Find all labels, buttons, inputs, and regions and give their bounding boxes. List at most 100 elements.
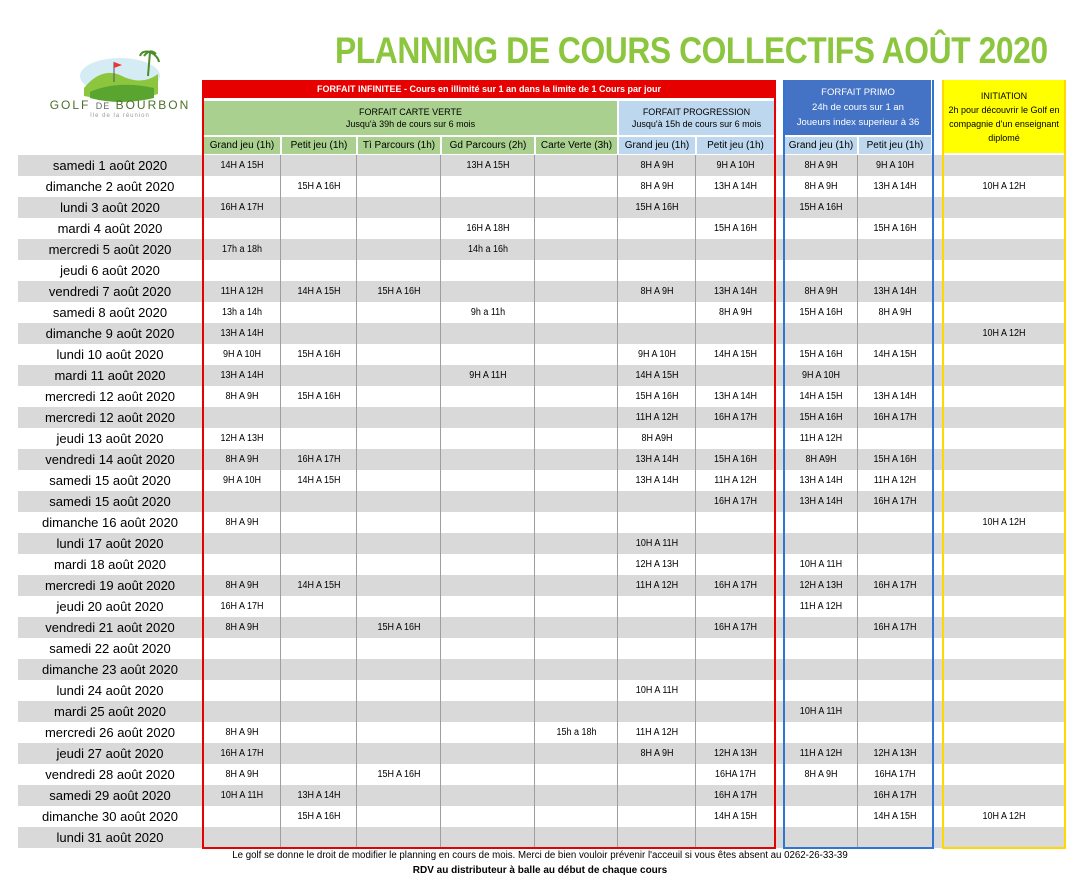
day-label: jeudi 6 août 2020 — [60, 263, 160, 278]
time-slot-cell: 13H A 14H — [799, 496, 843, 507]
time-slot-cell: 10H A 11H — [799, 559, 843, 570]
time-slot-cell — [623, 512, 691, 533]
time-slot-cell — [701, 701, 770, 722]
time-slot-cell — [950, 596, 1058, 617]
time-slot-cell — [623, 806, 691, 827]
time-slot-cell — [447, 512, 530, 533]
time-slot-cell — [789, 218, 854, 239]
time-slot-cell — [950, 281, 1058, 302]
time-slot-cell: 8H A 9H — [225, 454, 259, 465]
time-slot-cell — [950, 701, 1058, 722]
time-slot-cell — [286, 722, 353, 743]
time-slot-cell: 9H A 10H — [222, 475, 262, 486]
time-slot-cell — [286, 554, 353, 575]
time-slot-cell — [362, 722, 436, 743]
table-row: mardi 11 août 2020 13H A 14H 9H A 11H 14H A… — [18, 365, 1064, 386]
time-slot-cell — [540, 680, 613, 701]
time-slot-cell: 14H A 15H — [297, 580, 341, 591]
time-slot-cell — [950, 218, 1058, 239]
time-slot-cell — [623, 638, 691, 659]
time-slot-cell: 15H A 16H — [297, 349, 341, 360]
time-slot-cell: 11H A 12H — [799, 748, 843, 759]
time-slot-cell — [863, 827, 928, 848]
time-slot-cell — [623, 701, 691, 722]
time-slot-cell — [540, 428, 613, 449]
table-row: samedi 22 août 2020 — [18, 638, 1064, 659]
header-forfait-progression: FORFAIT PROGRESSION Jusqu'à 15h de cours … — [619, 101, 774, 135]
page-title: PLANNING DE COURS COLLECTIFS AOÛT 2020 — [335, 30, 1048, 71]
time-slot-cell — [362, 491, 436, 512]
time-slot-cell — [208, 491, 276, 512]
time-slot-cell — [540, 470, 613, 491]
time-slot-cell — [540, 575, 613, 596]
time-slot-cell — [208, 554, 276, 575]
time-slot-cell — [950, 617, 1058, 638]
day-label: samedi 29 août 2020 — [49, 788, 171, 803]
time-slot-cell: 14H A 15H — [635, 370, 679, 381]
time-slot-cell — [208, 827, 276, 848]
time-slot-cell: 15H A 16H — [799, 412, 843, 423]
day-label: mardi 18 août 2020 — [53, 557, 167, 572]
time-slot-cell: 15H A 16H — [297, 811, 341, 822]
time-slot-cell — [540, 449, 613, 470]
time-slot-cell — [447, 806, 530, 827]
time-slot-cell: 12H A 13H — [873, 748, 917, 759]
time-slot-cell: 9H A 10H — [637, 349, 677, 360]
header-forfait-primo: FORFAIT PRIMO 24h de cours sur 1 an Joueur… — [785, 80, 931, 135]
time-slot-cell: 15H A 16H — [713, 223, 758, 234]
time-slot-cell — [540, 323, 613, 344]
time-slot-cell — [447, 533, 530, 554]
group-border-bottom — [942, 847, 1066, 849]
col-header: Grand jeu (1h) — [619, 137, 695, 154]
col-header: Carte Verte (3h) — [536, 137, 617, 154]
time-slot-cell — [950, 197, 1058, 218]
time-slot-cell — [540, 218, 613, 239]
time-slot-cell — [362, 554, 436, 575]
time-slot-cell: 13H A 14H — [635, 454, 679, 465]
time-slot-cell — [950, 239, 1058, 260]
time-slot-cell — [950, 260, 1058, 281]
time-slot-cell: 9H A 10H — [875, 160, 915, 171]
time-slot-cell — [701, 659, 770, 680]
time-slot-cell: 10H A 11H — [799, 706, 843, 717]
time-slot-cell: 16H A 17H — [713, 496, 758, 507]
footer-note: Le golf se donne le droit de modifier le… — [232, 850, 848, 861]
table-row: vendredi 21 août 2020 8H A 9H 15H A 16H 16H… — [18, 617, 1064, 638]
day-label: mercredi 26 août 2020 — [44, 725, 176, 740]
time-slot-cell — [950, 302, 1058, 323]
time-slot-cell — [286, 218, 353, 239]
time-slot-cell: 16H A 17H — [873, 790, 917, 801]
time-slot-cell: 10H A 12H — [982, 811, 1026, 822]
time-slot-cell: 14h a 16h — [467, 244, 509, 255]
table-row: mercredi 12 août 2020 8H A 9H 15H A 16H 15H… — [18, 386, 1064, 407]
col-header: Petit jeu (1h) — [859, 137, 931, 154]
time-slot-cell — [863, 239, 928, 260]
time-slot-cell — [540, 302, 613, 323]
time-slot-cell — [623, 785, 691, 806]
time-slot-cell: 14H A 15H — [873, 349, 917, 360]
time-slot-cell — [362, 365, 436, 386]
time-slot-cell — [950, 554, 1058, 575]
table-row: dimanche 2 août 2020 15H A 16H 8H A 9H 13H … — [18, 176, 1064, 197]
time-slot-cell: 11H A 12H — [799, 601, 843, 612]
time-slot-cell: 16H A 17H — [220, 601, 264, 612]
day-label: vendredi 7 août 2020 — [48, 284, 172, 299]
time-slot-cell — [701, 239, 770, 260]
time-slot-cell — [286, 260, 353, 281]
day-label: jeudi 13 août 2020 — [56, 431, 164, 446]
time-slot-cell — [540, 155, 613, 176]
time-slot-cell — [950, 533, 1058, 554]
time-slot-cell — [789, 722, 854, 743]
time-slot-cell — [863, 260, 928, 281]
day-label: jeudi 20 août 2020 — [56, 599, 164, 614]
time-slot-cell — [447, 827, 530, 848]
time-slot-cell — [950, 680, 1058, 701]
time-slot-cell — [362, 806, 436, 827]
time-slot-cell — [863, 533, 928, 554]
time-slot-cell — [540, 764, 613, 785]
time-slot-cell: 16HA 17H — [714, 769, 757, 780]
time-slot-cell — [863, 428, 928, 449]
time-slot-cell — [701, 596, 770, 617]
group-border — [202, 80, 204, 848]
time-slot-cell — [950, 785, 1058, 806]
